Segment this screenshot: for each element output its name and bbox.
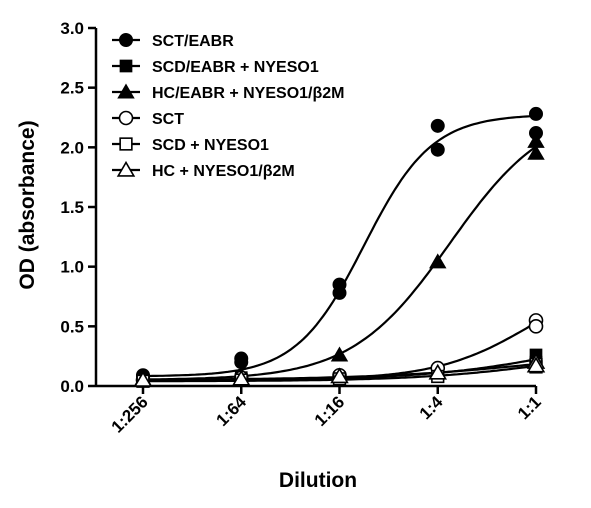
data-point — [330, 346, 349, 362]
data-point — [529, 106, 543, 121]
legend-label: HC/EABR + NYESO1/β2M — [152, 85, 344, 102]
x-axis-title: Dilution — [279, 469, 357, 492]
data-point — [428, 363, 447, 380]
legend-label: SCT — [152, 111, 184, 128]
legend-marker — [119, 59, 133, 73]
fit-curves — [142, 114, 537, 383]
data-point — [332, 285, 347, 300]
data-point — [234, 355, 249, 370]
legend-label: HC + NYESO1/β2M — [152, 163, 295, 180]
y-axis-title: OD (absorbance) — [16, 120, 39, 289]
y-tick-label: 2.5 — [60, 79, 84, 98]
y-tick-label: 0.0 — [60, 377, 84, 396]
x-tick-label: 1:4 — [416, 392, 447, 423]
legend-label: SCT/EABR — [152, 33, 234, 50]
legend-marker — [118, 110, 134, 126]
data-point — [430, 118, 445, 133]
y-tick-label: 1.5 — [60, 198, 84, 217]
y-tick-label: 1.0 — [60, 258, 84, 277]
fit-curve — [143, 145, 537, 381]
legend-marker — [117, 83, 135, 99]
legend-label: SCD/EABR + NYESO1 — [152, 59, 319, 76]
x-tick-label: 1:64 — [213, 392, 251, 430]
data-point — [232, 369, 251, 386]
data-point — [527, 144, 545, 160]
data-point — [526, 356, 546, 373]
data-points — [133, 106, 546, 388]
fit-curve — [142, 114, 537, 378]
data-point — [528, 319, 544, 334]
x-tick-label: 1:1 — [514, 392, 545, 423]
y-tick-label: 0.5 — [60, 317, 84, 336]
y-tick-label: 3.0 — [60, 19, 84, 38]
legend-marker — [116, 160, 136, 177]
legend: SCT/EABR SCD/EABR + NYESO1 HC/EABR + NYESO… — [112, 33, 344, 180]
x-tick-label: 1:256 — [108, 392, 152, 436]
legend-marker — [119, 137, 133, 151]
x-tick-label: 1:16 — [311, 392, 348, 429]
data-point — [430, 142, 445, 157]
data-point — [133, 370, 153, 387]
legend-marker — [119, 33, 133, 47]
data-point — [429, 253, 447, 269]
y-tick-label: 2.0 — [60, 138, 84, 157]
data-point — [330, 367, 349, 384]
legend-label: SCD + NYESO1 — [152, 137, 269, 154]
